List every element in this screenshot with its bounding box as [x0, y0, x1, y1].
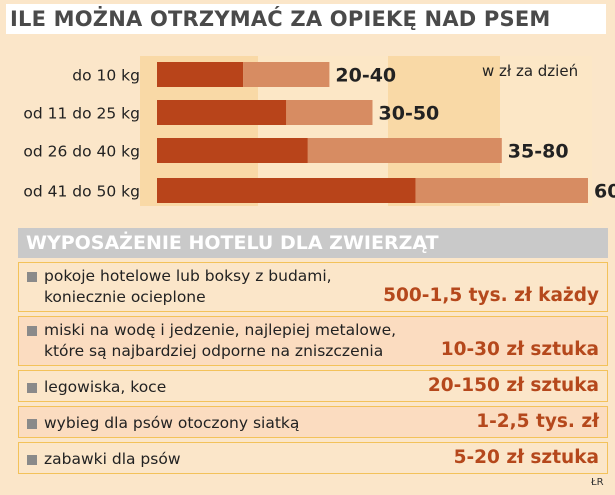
bar-max-segment	[243, 62, 330, 87]
item-price: 5-20 zł sztuka	[453, 447, 599, 468]
item-text: miski na wodę i jedzenie, najlepiej meta…	[44, 321, 397, 360]
bar-max-segment	[286, 100, 373, 125]
bar-min-segment	[157, 138, 308, 163]
square-bullet-icon	[27, 326, 37, 336]
item-text: wybieg dla psów otoczony siatką	[44, 414, 300, 432]
item-price: 10-30 zł sztuka	[440, 339, 599, 360]
list-item: miski na wodę i jedzenie, najlepiej meta…	[18, 316, 608, 366]
equipment-list: pokoje hotelowe lub boksy z budami, koni…	[18, 262, 608, 478]
value-label: 60-100	[594, 181, 615, 203]
list-item-description: wybieg dla psów otoczony siatką	[27, 413, 299, 434]
list-item: zabawki dla psów 5-20 zł sztuka	[18, 442, 608, 474]
price-chart: do 10 kg 20-40 od 11 do 25 kg 30-50 od 26 do…	[0, 40, 615, 212]
square-bullet-icon	[27, 272, 37, 282]
item-price: 20-150 zł sztuka	[427, 375, 599, 396]
value-label: 35-80	[508, 141, 569, 163]
bar-max-segment	[307, 138, 502, 163]
list-item-description: miski na wodę i jedzenie, najlepiej meta…	[27, 320, 396, 362]
square-bullet-icon	[27, 455, 37, 465]
item-price: 500-1,5 tys. zł każdy	[383, 285, 599, 306]
section-title: WYPOSAŻENIE HOTELU DLA ZWIERZĄT	[18, 228, 608, 258]
unit-label: w zł za dzień	[482, 62, 579, 80]
category-label: do 10 kg	[72, 67, 140, 85]
list-item: wybieg dla psów otoczony siatką 1-2,5 tys…	[18, 406, 608, 438]
bar-max-segment	[415, 178, 588, 203]
value-label: 20-40	[335, 65, 396, 87]
item-text: zabawki dla psów	[44, 450, 181, 468]
category-label: od 41 do 50 kg	[23, 183, 140, 201]
category-label: od 11 do 25 kg	[23, 105, 140, 123]
list-item: pokoje hotelowe lub boksy z budami, koni…	[18, 262, 608, 312]
list-item-description: pokoje hotelowe lub boksy z budami, koni…	[27, 266, 332, 308]
item-text: legowiska, koce	[44, 378, 167, 396]
credit: ŁR	[591, 477, 604, 488]
bar-min-segment	[157, 62, 244, 87]
value-label: 30-50	[379, 103, 440, 125]
category-label: od 26 do 40 kg	[23, 143, 140, 161]
page-title: ILE MOŻNA OTRZYMAĆ ZA OPIEKĘ NAD PSEM	[6, 4, 606, 34]
list-item: legowiska, koce 20-150 zł sztuka	[18, 370, 608, 402]
bar-min-segment	[157, 100, 287, 125]
item-text: pokoje hotelowe lub boksy z budami, koni…	[44, 267, 332, 306]
square-bullet-icon	[27, 419, 37, 429]
list-item-description: legowiska, koce	[27, 377, 166, 398]
chart-svg: do 10 kg 20-40 od 11 do 25 kg 30-50 od 26 do…	[23, 56, 615, 206]
bar-min-segment	[157, 178, 416, 203]
square-bullet-icon	[27, 383, 37, 393]
list-item-description: zabawki dla psów	[27, 449, 181, 470]
item-price: 1-2,5 tys. zł	[476, 411, 599, 432]
